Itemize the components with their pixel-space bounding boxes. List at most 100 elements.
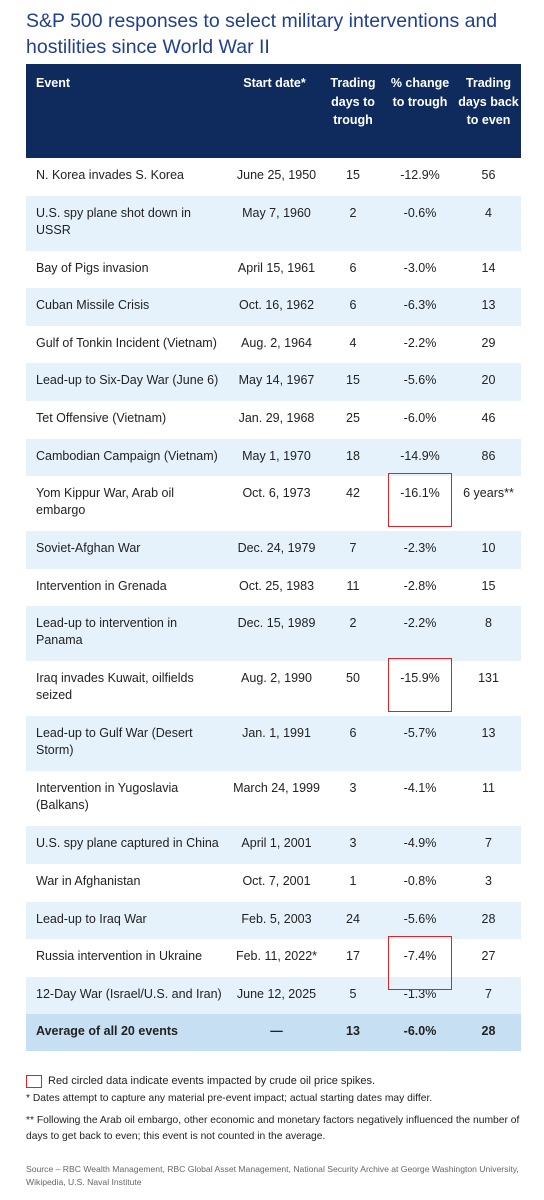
cell-days-to-trough: 2 [349,205,357,220]
cell-event: Lead-up to Six-Day War (June 6) [36,373,219,388]
cell-event: Lead-up to intervention in Panama [36,616,178,648]
legend-label: Red circled data indicate events impacte… [48,1075,376,1087]
table-row: Lead-up to Iraq War Feb. 5, 2003 24 -5.6% 28 [26,901,521,940]
table-row: Gulf of Tonkin Incident (Vietnam) Aug. 2,… [26,325,521,364]
cell-start-date: Oct. 25, 1983 [238,578,315,593]
table-row: Tet Offensive (Vietnam) Jan. 29, 1968 25 -6… [26,400,521,439]
cell-pct-change: -2.3% [403,541,437,556]
table-row: Lead-up to Six-Day War (June 6) May 14, 1… [26,363,521,401]
cell-start-date: Aug. 2, 1964 [241,335,312,350]
cell-start-date: Feb. 11, 2022* [235,949,318,964]
cell-days-to-trough: 11 [346,578,360,593]
cell-start-date: June 25, 1950 [236,168,317,182]
table-row: N. Korea invades S. Korea June 25, 1950 15… [26,158,521,196]
events-table: Event Start date* Trading days to trough… [26,64,521,1052]
pct-value: -15.9% [400,671,440,686]
cell-start-date: Oct. 16, 1962 [238,298,315,313]
source-note: Source – RBC Wealth Management, RBC Glob… [26,1164,519,1187]
cell-days-to-trough: 25 [346,410,360,425]
table-row: Russia intervention in Ukraine Feb. 11, 2… [26,936,521,991]
cell-event: Intervention in Grenada [36,578,167,593]
cell-days-to-trough: 24 [346,911,360,926]
cell-pct-change: -5.7% [403,726,437,741]
cell-days-back: 6 years** [463,486,514,501]
cell-days-to-trough: 5 [349,986,357,1001]
cell-start-date: June 12, 2025 [236,986,317,1001]
cell-days-back: 4 [485,205,492,220]
table-row: Yom Kippur War, Arab oil embargo Oct. 6, … [26,473,521,532]
cell-days-to-trough: 6 [349,260,357,275]
cell-days-back: 11 [482,781,495,796]
cell-start-date: May 14, 1967 [238,373,315,388]
column-header-days-to-trough: Trading days to trough [330,76,376,127]
cell-days-back: 29 [481,335,496,350]
cell-start-date: March 24, 1999 [233,781,320,796]
table-row: Cambodian Campaign (Vietnam) May 1, 1970 1… [26,438,521,477]
cell-event: Lead-up to Iraq War [36,911,147,926]
cell-event: Cambodian Campaign (Vietnam) [36,448,218,463]
pct-value: -7.4% [403,949,437,964]
average-cell-start-date: — [270,1024,283,1039]
cell-event: Gulf of Tonkin Incident (Vietnam) [36,335,217,350]
cell-start-date: Dec. 24, 1979 [237,541,316,556]
cell-start-date: Oct. 6, 1973 [242,486,311,501]
table-row: War in Afghanistan Oct. 7, 2001 1 -0.8% 3 [26,863,521,902]
cell-days-to-trough: 2 [349,616,357,631]
red-circle-marker [387,658,452,713]
cell-pct-change: -6.0% [403,410,437,425]
cell-days-to-trough: 3 [349,781,357,796]
table-row: Intervention in Yugoslavia (Balkans) Marc… [26,771,521,827]
cell-start-date: May 7, 1960 [242,205,311,220]
cell-pct-change: -5.6% [403,373,437,388]
cell-days-to-trough: 18 [346,448,360,463]
table-row: 12-Day War (Israel/U.S. and Iran) June 12… [26,976,521,1015]
cell-event: 12-Day War (Israel/U.S. and Iran) [36,986,222,1001]
cell-event: U.S. spy plane shot down in USSR [36,205,191,237]
cell-days-back: 13 [481,726,496,741]
cell-days-back: 46 [481,410,496,425]
red-box-icon [26,1074,42,1088]
circled-value: -15.9% [387,658,452,713]
cell-pct-change: -16.1% [384,473,456,531]
cell-pct-change: -0.6% [403,205,437,220]
cell-days-back: 14 [481,260,496,275]
cell-event: U.S. spy plane captured in China [36,836,219,851]
table-row: U.S. spy plane shot down in USSR May 7, 1… [26,195,521,251]
circled-value: -16.1% [387,473,452,528]
cell-days-back: 13 [481,298,496,313]
average-cell-event: Average of all 20 events [36,1024,178,1039]
cell-days-back: 7 [485,836,492,851]
cell-days-to-trough: 7 [349,541,357,556]
cell-pct-change: -0.8% [403,873,437,888]
cell-start-date: April 1, 2001 [241,836,312,851]
cell-event: Cuban Missile Crisis [36,298,150,313]
column-header-event: Event [36,76,71,90]
table-body: N. Korea invades S. Korea June 25, 1950 15… [26,158,521,1052]
average-cell-pct-change: -6.0% [403,1024,437,1039]
cell-pct-change: -7.4% [384,936,456,991]
column-header-days-back-to-even: Trading days back to even [458,76,519,127]
cell-days-to-trough: 17 [346,949,360,964]
cell-days-to-trough: 6 [349,726,357,741]
circled-value: -7.4% [388,936,452,991]
cell-days-back: 7 [485,986,492,1001]
cell-days-back: 131 [478,671,499,686]
cell-pct-change: -6.3% [403,298,437,313]
cell-days-back: 8 [485,616,492,631]
table-header-row: Event Start date* Trading days to trough… [26,64,521,158]
page-title: S&P 500 responses to select military int… [26,10,498,58]
table-row: Soviet-Afghan War Dec. 24, 1979 7 -2.3% 10 [26,531,521,569]
cell-days-back: 20 [481,373,496,388]
table-row: Lead-up to intervention in Panama Dec. 15… [26,606,521,662]
average-cell-days-to-trough: 13 [346,1024,360,1039]
cell-days-back: 27 [481,949,496,964]
red-circle-marker [388,936,452,991]
cell-days-back: 3 [485,873,492,888]
cell-days-to-trough: 15 [346,168,360,182]
cell-days-to-trough: 3 [349,836,357,851]
cell-event: Intervention in Yugoslavia (Balkans) [36,781,179,813]
cell-days-to-trough: 1 [349,873,357,888]
cell-start-date: Aug. 2, 1990 [241,671,312,686]
column-header-start-date: Start date* [243,76,306,90]
cell-pct-change: -12.9% [400,168,440,182]
